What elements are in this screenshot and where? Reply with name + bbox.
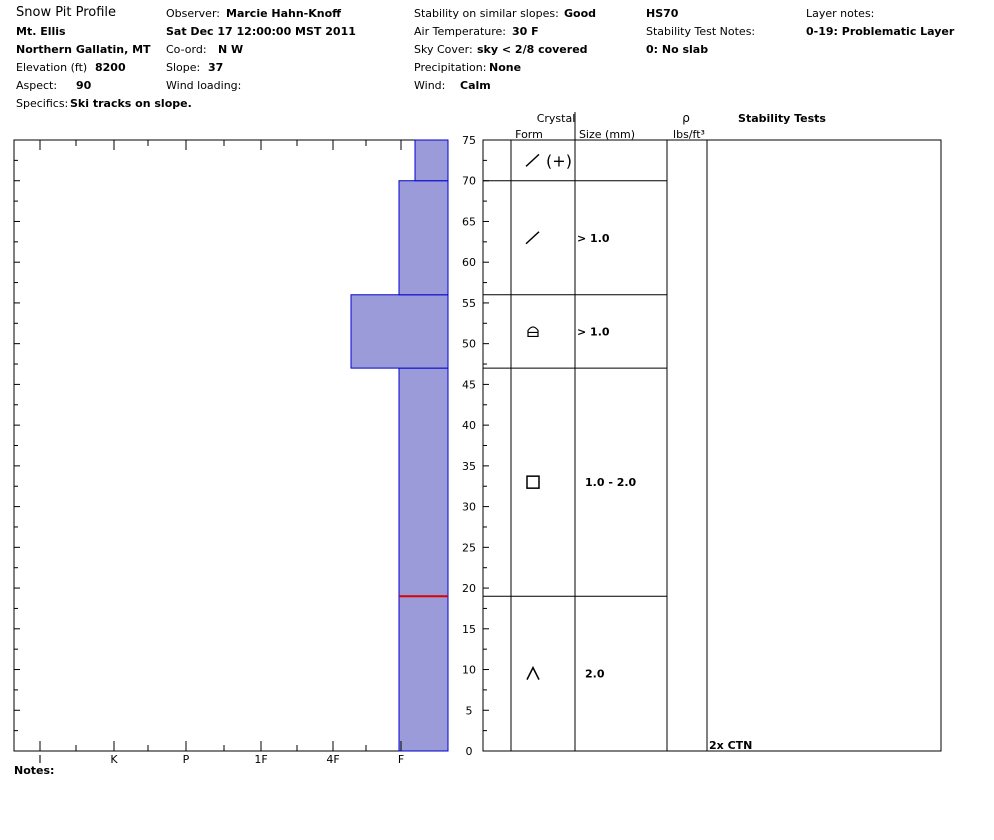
decomposed-fragment-icon	[525, 231, 540, 245]
stability-value: Good	[564, 7, 597, 20]
height-tick-label: 75	[462, 134, 476, 147]
height-tick-label: 30	[462, 501, 476, 514]
stability-notes-value: 0: No slab	[646, 43, 709, 56]
aspect-label: Aspect:	[16, 79, 58, 92]
hardness-layer-bar	[398, 367, 449, 752]
crystal-size-label: 2.0	[585, 668, 605, 681]
height-tick-label: 70	[462, 175, 476, 188]
rounding-facet-icon	[527, 326, 539, 338]
specifics-value: Ski tracks on slope.	[70, 97, 192, 110]
notes-label: Notes:	[14, 764, 55, 777]
height-tick-label: 60	[462, 256, 476, 269]
slash-stroke	[525, 231, 540, 245]
hardness-layer-bar	[414, 139, 449, 182]
density-unit-header: lbs/ft³	[673, 128, 705, 141]
height-tick-label: 55	[462, 297, 476, 310]
hardness-plot-frame	[13, 139, 449, 752]
height-tick-label: 0	[466, 745, 473, 758]
air-temp-value: 30 F	[512, 25, 539, 38]
slash-stroke	[525, 153, 540, 167]
hardness-layer-bar	[398, 180, 449, 296]
height-tick-label: 25	[462, 541, 476, 554]
layer-notes-value: 0-19: Problematic Layer	[806, 25, 955, 38]
form-header: Form	[515, 128, 543, 141]
precip-glyph: (+)	[546, 151, 572, 170]
height-tick-label: 20	[462, 582, 476, 595]
decomposed-precip-icon: (+)	[525, 151, 572, 170]
hardness-layer-bar	[350, 294, 449, 369]
height-tick-label: 15	[462, 623, 476, 636]
crystal-size-label: 1.0 - 2.0	[585, 476, 637, 489]
slope-label: Slope:	[166, 61, 201, 74]
observer-value: Marcie Hahn-Knoff	[226, 7, 342, 20]
stability-test-label: 2x CTN	[709, 739, 752, 752]
coord-label: Co-ord:	[166, 43, 207, 56]
coord-value: N W	[218, 43, 244, 56]
square-shape	[526, 475, 540, 489]
region-name: Northern Gallatin, MT	[16, 43, 151, 56]
crystal-rows: (+) > 1.0 > 1.0 1.0 - 2.0 2.0	[483, 151, 667, 681]
hardness-tick-label: F	[398, 753, 404, 766]
wind-label: Wind:	[414, 79, 446, 92]
hardness-tick-label: I	[38, 753, 41, 766]
precipitation-value: None	[489, 61, 522, 74]
faceted-icon	[526, 475, 540, 489]
depth-hoar-icon	[526, 665, 540, 680]
observation-datetime: Sat Dec 17 12:00:00 MST 2011	[166, 25, 356, 38]
height-tick-label: 10	[462, 664, 476, 677]
height-tick-label: 45	[462, 378, 476, 391]
hardness-ticks: I K P 1F 4F F	[38, 140, 404, 766]
height-tick-label: 35	[462, 460, 476, 473]
hardness-tick-label: P	[183, 753, 190, 766]
wind-value: Calm	[460, 79, 491, 92]
hardness-tick-label: K	[110, 753, 118, 766]
rho-header: ρ	[682, 111, 690, 125]
sky-cover-label: Sky Cover:	[414, 43, 473, 56]
height-tick-label: 50	[462, 338, 476, 351]
rounded-square-shape	[527, 326, 539, 338]
height-tick-label: 65	[462, 215, 476, 228]
elevation-label: Elevation (ft)	[16, 61, 88, 74]
crystal-size-label: > 1.0	[577, 232, 610, 245]
sky-cover-value: sky < 2/8 covered	[477, 43, 588, 56]
location-name: Mt. Ellis	[16, 25, 66, 38]
stability-label: Stability on similar slopes:	[414, 7, 559, 20]
elevation-value: 8200	[95, 61, 126, 74]
size-header: Size (mm)	[579, 128, 635, 141]
crystal-header: Crystal	[537, 112, 576, 125]
crystal-table-frame	[482, 139, 942, 752]
height-axis: 0 5 10 15 20 25 30 35 40 45 50 55 60 65 70 75	[14, 134, 489, 758]
aspect-value: 90	[76, 79, 92, 92]
hardness-tick-label: 1F	[254, 753, 267, 766]
hardness-tick-label: 4F	[326, 753, 339, 766]
slope-value: 37	[208, 61, 224, 74]
snow-height-value: HS70	[646, 7, 679, 20]
specifics-label: Specifics:	[16, 97, 69, 110]
stability-notes-label: Stability Test Notes:	[646, 25, 756, 38]
layer-notes-label: Layer notes:	[806, 7, 875, 20]
air-temp-label: Air Temperature:	[414, 25, 506, 38]
crystal-size-label: > 1.0	[577, 325, 610, 338]
stability-test-results: 2x CTN	[709, 739, 752, 752]
height-tick-label: 5	[466, 704, 473, 717]
hardness-layers	[350, 139, 449, 752]
stability-tests-header: Stability Tests	[738, 112, 826, 125]
wind-loading-label: Wind loading:	[166, 79, 242, 92]
profile-title: Snow Pit Profile	[16, 5, 117, 20]
precipitation-label: Precipitation:	[414, 61, 487, 74]
observer-label: Observer:	[166, 7, 220, 20]
caret-shape	[526, 665, 540, 680]
height-tick-label: 40	[462, 419, 476, 432]
